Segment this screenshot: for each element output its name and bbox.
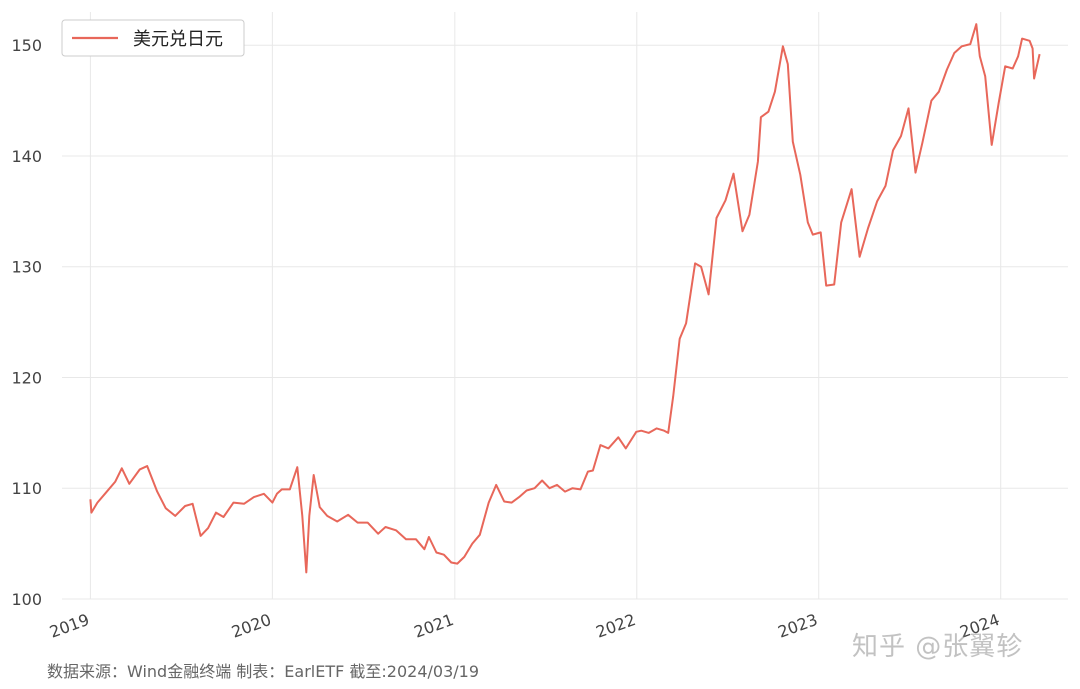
y-tick-label: 130: [11, 258, 42, 277]
x-tick-label: 2023: [775, 610, 820, 642]
y-tick-label: 100: [11, 590, 42, 609]
x-tick-label: 2021: [411, 610, 456, 642]
grid: [62, 12, 1068, 600]
x-tick-label: 2020: [229, 610, 274, 642]
legend-box: [61, 19, 245, 57]
y-tick-label: 110: [11, 479, 42, 498]
y-tick-label: 140: [11, 147, 42, 166]
series-line: [89, 23, 1041, 574]
series-layer: [89, 23, 1041, 574]
watermark: 知乎 @张翼轸: [852, 632, 1024, 662]
y-tick-label: 120: [11, 368, 42, 387]
legend-label: 美元兑日元: [133, 29, 223, 50]
source-note: 数据来源：Wind金融终端 制表：EarlETF 截至:2024/03/19: [47, 662, 480, 681]
y-tick-label: 150: [11, 36, 42, 55]
legend: 美元兑日元: [61, 19, 245, 57]
y-axis-ticks: 100 110 120 130 140 150: [11, 36, 42, 609]
x-tick-label: 2022: [593, 610, 638, 642]
x-tick-label: 2019: [47, 610, 92, 642]
